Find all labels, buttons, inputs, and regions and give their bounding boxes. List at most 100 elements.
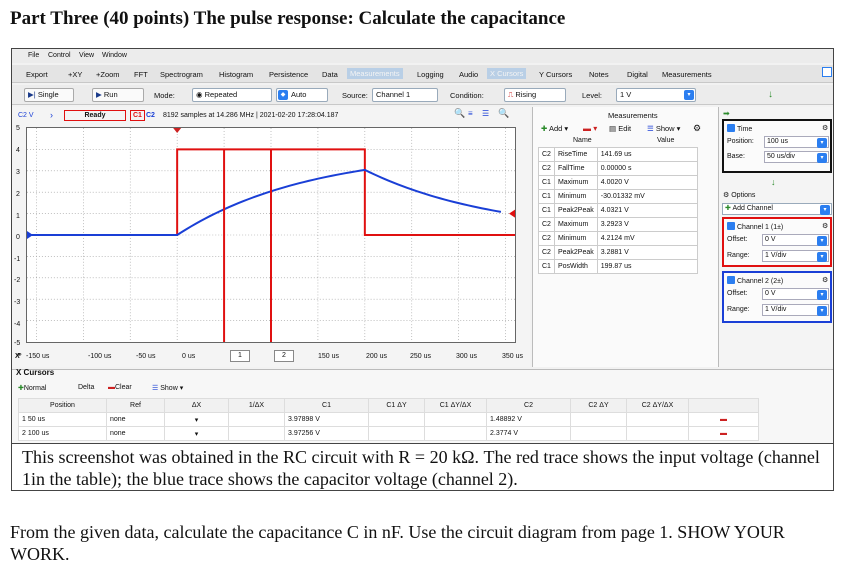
channel-1-toggle[interactable]: Channel 1 (1±) xyxy=(727,222,783,231)
menu-control[interactable]: Control xyxy=(48,52,71,59)
measurement-channel: C2 xyxy=(538,147,555,162)
tool-audio[interactable]: Audio xyxy=(459,70,479,79)
y-tick: 5 xyxy=(16,125,20,132)
position-stepper-icon: ▾ xyxy=(817,138,827,148)
normal-button[interactable]: ✚Normal xyxy=(18,385,47,392)
cursor-header: C2 ΔY xyxy=(570,398,627,413)
gear-icon[interactable]: ⚙ xyxy=(822,223,829,230)
channel-2-offset-input[interactable]: 0 V ▾ xyxy=(762,288,829,300)
tool-data[interactable]: Data xyxy=(322,70,338,79)
menu-file[interactable]: File xyxy=(28,52,40,59)
waveform-plot[interactable] xyxy=(26,127,516,343)
tool-notes[interactable]: Notes xyxy=(589,70,609,79)
cursor-c2-dydx-cell xyxy=(626,426,689,441)
measurement-row[interactable]: C2 Minimum 4.2124 mV xyxy=(538,231,698,246)
add-measurement-button[interactable]: ✚ Add ▾ xyxy=(541,124,569,133)
cursor-header: Position xyxy=(18,398,107,413)
tool-measurements-2[interactable]: Measurements xyxy=(662,70,712,79)
panel-toggle-icon[interactable] xyxy=(822,67,832,77)
edit-measurement-button[interactable]: ▤ Edit xyxy=(609,124,632,133)
measurement-row[interactable]: C1 Minimum -30.01332 mV xyxy=(538,189,698,204)
channel-2-settings: Channel 2 (2±) ⚙ Offset: 0 V ▾ Range: 1 V… xyxy=(722,271,832,323)
ruler-icon[interactable]: ≡ xyxy=(468,109,473,118)
x-axis-bar: X -150 us -100 us -50 us 0 us 1 2 150 us… xyxy=(12,349,530,367)
measurement-channel: C2 xyxy=(538,231,555,246)
cursor-2-handle[interactable]: 2 xyxy=(274,350,294,362)
menu-view[interactable]: View xyxy=(79,52,95,59)
measurement-row[interactable]: C2 Maximum 3.2923 V xyxy=(538,217,698,232)
channel-1-range-input[interactable]: 1 V/div ▾ xyxy=(762,250,829,262)
measurement-value: 4.0321 V xyxy=(596,203,698,218)
cursor-ref-cell[interactable]: none xyxy=(106,412,165,427)
tool-spectrogram[interactable]: Spectrogram xyxy=(160,70,203,79)
show-button[interactable]: ☰ Show ▾ xyxy=(152,385,184,392)
auto-select[interactable]: Auto ◆ xyxy=(276,88,328,102)
single-icon: ▶| xyxy=(28,90,36,99)
menu-window[interactable]: Window xyxy=(102,52,127,59)
remove-measurement-button[interactable]: ▬ ▾ xyxy=(583,124,598,133)
cursor-position-cell[interactable]: 2 100 us xyxy=(18,426,107,441)
add-channel-select[interactable]: ✚ Add Channel ▾ xyxy=(722,203,832,215)
source-select[interactable]: Channel 1 xyxy=(372,88,438,102)
y-tick: 1 xyxy=(16,213,20,220)
run-button[interactable]: ▶ Run xyxy=(92,88,144,102)
link-icon[interactable]: ⚭ xyxy=(16,350,23,359)
measurement-row[interactable]: C1 Maximum 4.0020 V xyxy=(538,175,698,190)
cursor-ref-cell[interactable]: none xyxy=(106,426,165,441)
cursor-1-handle[interactable]: 1 xyxy=(230,350,250,362)
cursor-c1-dy-cell xyxy=(368,426,425,441)
measurements-table: C2 RiseTime 141.69 us C2 FallTime 0.00000 s C1… xyxy=(538,147,698,274)
options-toggle[interactable]: ⚙ Options xyxy=(723,192,756,199)
gear-icon[interactable]: ⚙ xyxy=(822,277,829,284)
expand-icon[interactable]: › xyxy=(50,110,53,120)
measurement-row[interactable]: C1 Peak2Peak 4.0321 V xyxy=(538,203,698,218)
measurement-row[interactable]: C1 PosWidth 199.87 us xyxy=(538,259,698,274)
remove-cursor-button[interactable]: ▬ xyxy=(688,412,759,427)
zoom-out-icon[interactable]: 🔍 xyxy=(498,108,510,118)
y-tick: -3 xyxy=(14,299,21,306)
time-toggle[interactable]: Time xyxy=(727,124,752,133)
gear-icon[interactable]: ⚙ xyxy=(693,123,702,133)
clear-button[interactable]: ▬Clear xyxy=(108,384,132,391)
cursor-c1-dydx-cell xyxy=(424,412,487,427)
base-input[interactable]: 50 us/div ▾ xyxy=(764,151,829,163)
cursor-position-cell[interactable]: 1 50 us xyxy=(18,412,107,427)
channel-1-badge[interactable]: C1 xyxy=(130,110,145,121)
channel-2-range-input[interactable]: 1 V/div ▾ xyxy=(762,304,829,316)
mode-select[interactable]: ◉ Repeated xyxy=(192,88,272,102)
measurement-row[interactable]: C2 Peak2Peak 3.2881 V xyxy=(538,245,698,260)
level-label: Level: xyxy=(582,91,603,100)
measurement-name: Maximum xyxy=(553,217,598,232)
tool-export[interactable]: Export xyxy=(26,70,48,79)
level-input[interactable]: 1 V ▾ xyxy=(616,88,696,102)
tool-zoom[interactable]: +Zoom xyxy=(96,70,120,79)
condition-select[interactable]: ⎍ Rising xyxy=(504,88,566,102)
tool-persistence[interactable]: Persistence xyxy=(269,70,309,79)
delta-button[interactable]: Delta xyxy=(78,384,95,391)
settings-panel: ➡ Time ⚙ Position: 100 us ▾ Base: 50 us/d… xyxy=(718,107,833,367)
bars-icon[interactable]: ☰ xyxy=(482,109,490,118)
cursor-header-remove xyxy=(688,398,759,413)
channel-2-badge[interactable]: C2 xyxy=(146,112,155,119)
remove-cursor-button[interactable]: ▬ xyxy=(688,426,759,441)
tool-digital[interactable]: Digital xyxy=(627,70,648,79)
channel-2-toggle[interactable]: Channel 2 (2±) xyxy=(727,276,783,285)
tool-fft[interactable]: FFT xyxy=(134,70,148,79)
channel-1-offset-label: Offset: xyxy=(727,236,748,243)
tool-y-cursors[interactable]: Y Cursors xyxy=(539,70,573,79)
measurement-value: 4.0020 V xyxy=(596,175,698,190)
measurement-row[interactable]: C2 FallTime 0.00000 s xyxy=(538,161,698,176)
single-button[interactable]: ▶| Single xyxy=(24,88,74,102)
level-marker-icon xyxy=(509,209,515,218)
channel-1-offset-input[interactable]: 0 V ▾ xyxy=(762,234,829,246)
tool-logging[interactable]: Logging xyxy=(417,70,444,79)
measurement-row[interactable]: C2 RiseTime 141.69 us xyxy=(538,147,698,162)
show-measurement-button[interactable]: ☰ Show ▾ xyxy=(647,124,681,133)
position-input[interactable]: 100 us ▾ xyxy=(764,136,829,148)
zoom-icon[interactable]: 🔍 xyxy=(454,108,466,118)
tool-xy[interactable]: +XY xyxy=(68,70,83,79)
gear-icon[interactable]: ⚙ xyxy=(822,125,829,132)
tool-x-cursors[interactable]: X Cursors xyxy=(487,68,527,79)
tool-histogram[interactable]: Histogram xyxy=(219,70,254,79)
tool-measurements[interactable]: Measurements xyxy=(347,68,403,79)
